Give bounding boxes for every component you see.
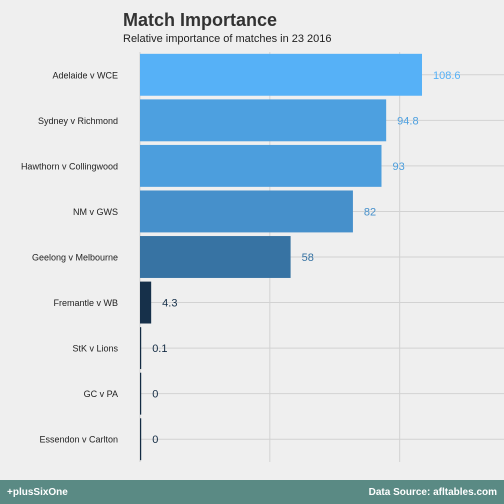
bars bbox=[140, 53, 422, 461]
bar-chart: Adelaide v WCE 108.6 Sydney v Richmond 94.8… bbox=[21, 52, 504, 462]
value-label-1: 94.8 bbox=[397, 115, 418, 127]
value-label-8: 0 bbox=[152, 434, 158, 446]
value-label-0: 108.6 bbox=[433, 70, 461, 82]
footer-source: Data Source: afltables.com bbox=[368, 487, 497, 498]
value-label-3: 82 bbox=[364, 206, 376, 218]
category-label-6: StK v Lions bbox=[72, 344, 118, 354]
bar-2 bbox=[140, 144, 382, 187]
value-label-4: 58 bbox=[302, 252, 314, 264]
category-label-4: Geelong v Melbourne bbox=[32, 253, 118, 263]
category-label-2: Hawthorn v Collingwood bbox=[21, 161, 118, 171]
bar-7 bbox=[140, 372, 142, 415]
value-label-2: 93 bbox=[392, 161, 404, 173]
category-label-5: Fremantle v WB bbox=[53, 298, 118, 308]
bar-0 bbox=[140, 53, 422, 96]
bar-4 bbox=[140, 236, 291, 278]
category-label-7: GC v PA bbox=[84, 389, 118, 399]
labels: Adelaide v WCE 108.6 Sydney v Richmond 94.8… bbox=[21, 70, 461, 446]
value-label-6: 0.1 bbox=[152, 343, 167, 355]
category-label-8: Essendon v Carlton bbox=[39, 435, 118, 445]
footer-brand: +plusSixOne bbox=[7, 487, 68, 498]
category-label-1: Sydney v Richmond bbox=[38, 116, 118, 126]
bar-6 bbox=[140, 327, 142, 370]
chart-subtitle: Relative importance of matches in 23 201… bbox=[123, 33, 332, 45]
value-label-5: 4.3 bbox=[162, 298, 177, 310]
bar-8 bbox=[140, 418, 142, 461]
bar-1 bbox=[140, 99, 387, 142]
category-label-3: NM v GWS bbox=[73, 207, 118, 217]
bar-5 bbox=[140, 281, 152, 324]
bar-3 bbox=[140, 190, 353, 233]
chart-title: Match Importance bbox=[123, 10, 278, 30]
value-label-7: 0 bbox=[152, 389, 158, 401]
footer-bar: +plusSixOne Data Source: afltables.com bbox=[0, 480, 504, 504]
category-label-0: Adelaide v WCE bbox=[52, 70, 118, 80]
